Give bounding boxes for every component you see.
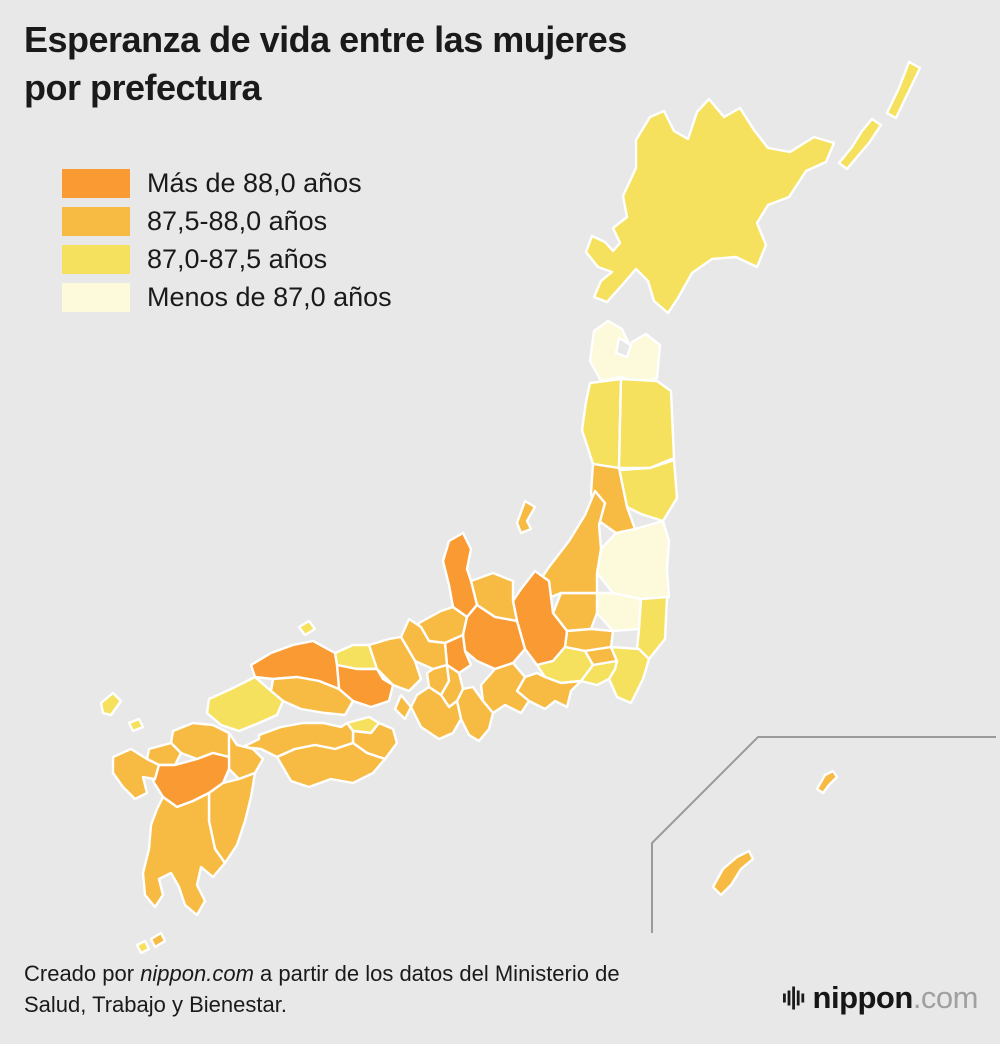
island-sado (515, 499, 537, 535)
legend-swatch-menos87 (62, 282, 130, 312)
island-oki (297, 619, 317, 637)
legend-swatch-870-875 (62, 244, 130, 274)
prefecture-ishikawa (441, 531, 479, 619)
prefecture-miyagi (617, 458, 679, 523)
page-title: Esperanza de vida entre las mujeres por p… (24, 16, 627, 111)
legend-label: Más de 88,0 años (147, 167, 362, 198)
legend-item: Menos de 87,0 años (62, 282, 392, 312)
source-note-suffix: a partir de los datos del Ministerio de … (24, 961, 620, 1018)
island-tsushima (99, 691, 123, 717)
legend-item: 87,0-87,5 años (62, 244, 392, 274)
legend-item: Más de 88,0 años (62, 168, 392, 198)
prefecture-shizuoka (515, 671, 583, 711)
nippon-logo-tld: .com (912, 980, 979, 1015)
prefecture-niigata (527, 489, 607, 603)
legend-label: 87,5-88,0 años (147, 205, 328, 236)
island-tanegashima (149, 931, 167, 949)
prefecture-nagasaki (111, 747, 161, 801)
prefecture-wakayama (409, 685, 463, 741)
island-amami (815, 769, 839, 795)
prefecture-chiba (607, 645, 651, 705)
page-title-line1: Esperanza de vida entre las mujeres (24, 19, 627, 60)
nippon-logo-name: nippon (812, 980, 914, 1015)
legend-label: 87,0-87,5 años (147, 243, 328, 274)
prefecture-aichi (479, 661, 531, 715)
source-note-prefix: Creado por (24, 961, 141, 986)
legend: Más de 88,0 años 87,5-88,0 años 87,0-87,… (62, 168, 392, 312)
prefecture-hokkaido (584, 97, 836, 315)
island-awaji (393, 693, 413, 721)
prefecture-mie (455, 685, 495, 743)
source-note: Creado por nippon.com a partir de los da… (24, 958, 684, 1020)
legend-swatch-875-880 (62, 206, 130, 236)
page-title-line2: por prefectura (24, 66, 262, 108)
legend-swatch-mas88 (62, 168, 130, 198)
prefecture-ibaraki (635, 595, 669, 661)
prefecture-iwate (617, 377, 676, 470)
prefecture-fukushima (595, 519, 671, 601)
nippon-logo-icon (782, 986, 804, 1010)
prefecture-yamaguchi (205, 675, 285, 733)
prefecture-kochi (275, 741, 387, 789)
prefecture-shimane (249, 639, 341, 691)
island-kunashiri (837, 117, 883, 171)
okinawa-inset-divider (651, 736, 996, 933)
island-yakushima (135, 939, 151, 955)
prefecture-gifu (461, 603, 527, 671)
prefectures-group (99, 60, 922, 955)
legend-item: 87,5-88,0 años (62, 206, 392, 236)
prefecture-tochigi (595, 591, 643, 633)
nippon-logo: nippon .com (782, 980, 979, 1016)
prefecture-akita (580, 377, 623, 470)
prefecture-kagoshima (141, 791, 227, 917)
legend-label: Menos de 87,0 años (147, 281, 392, 312)
prefecture-okinawa (711, 849, 755, 897)
prefecture-aomori (588, 319, 662, 386)
island-etorofu (885, 60, 922, 120)
island-iki (127, 717, 145, 733)
source-note-site: nippon.com (140, 961, 254, 986)
